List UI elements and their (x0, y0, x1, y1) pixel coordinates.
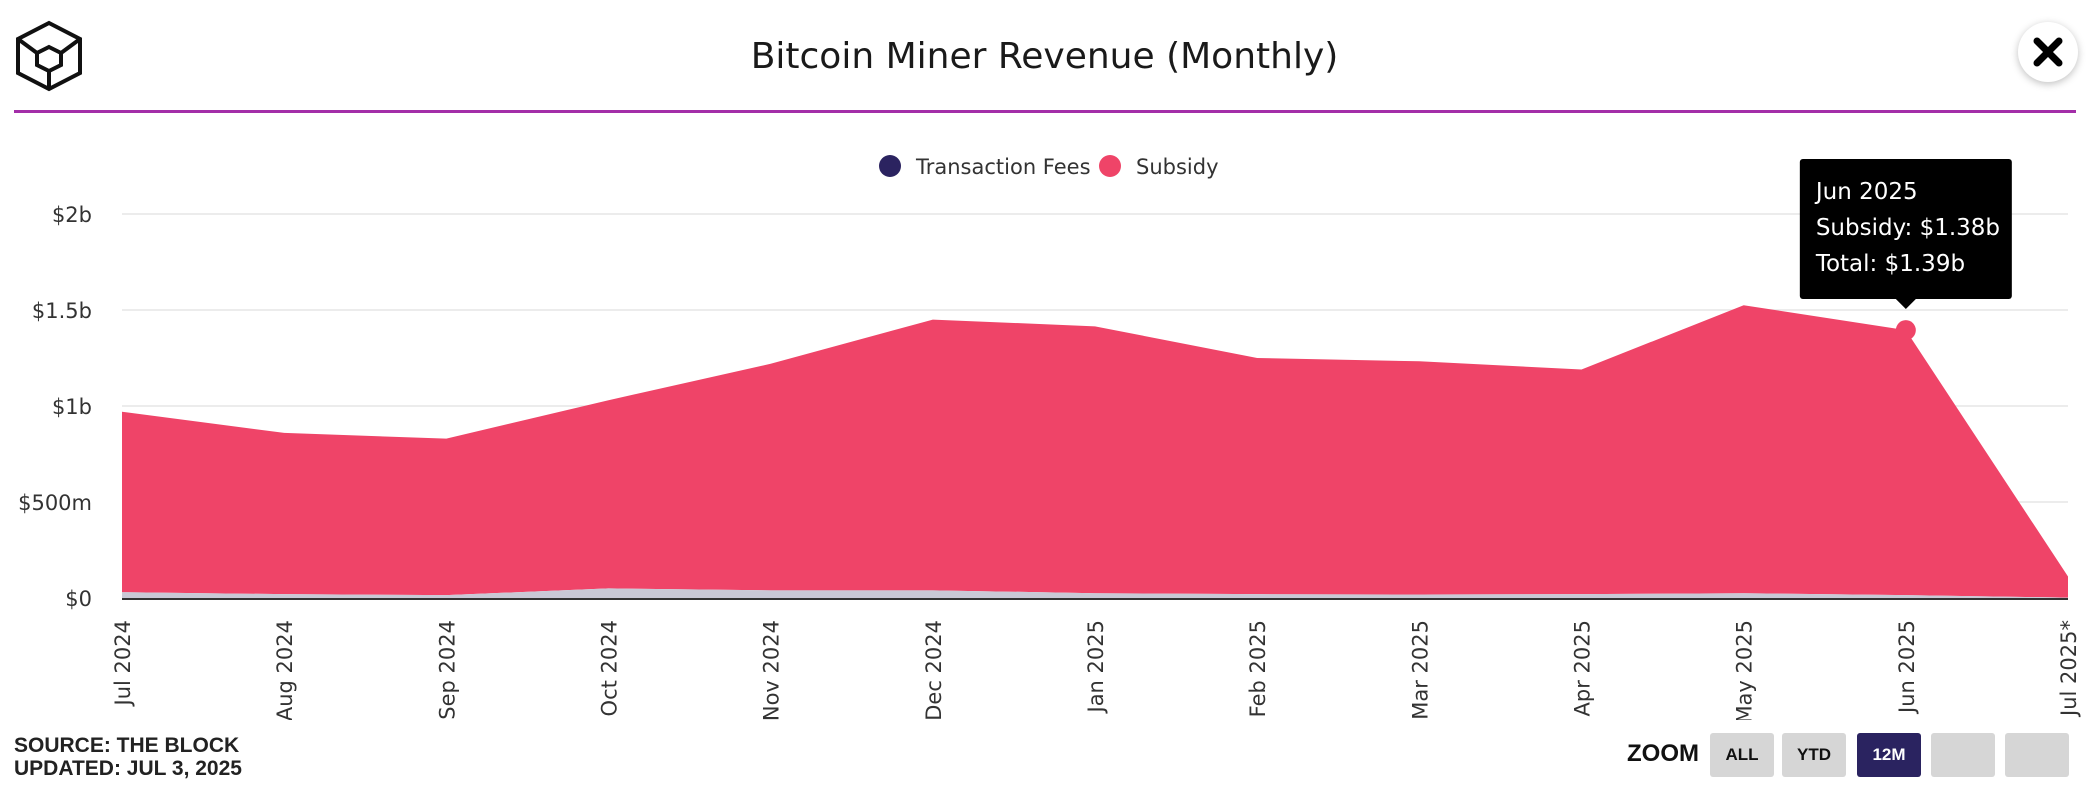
y-tick-label-2: $1b (52, 395, 92, 419)
x-tick-label-8: Mar 2025 (1408, 620, 1432, 720)
title-divider (14, 110, 2076, 113)
x-tick-label-7: Feb 2025 (1246, 620, 1270, 717)
zoom-12m-button[interactable]: 12M (1857, 733, 1921, 777)
close-button[interactable] (2018, 22, 2078, 82)
source-text: SOURCE: THE BLOCK (14, 734, 240, 757)
revenue-area-chart: $0 $500m $1b $1.5b $2b Jul 2024 Aug 2024 Sep 20… (18, 155, 2081, 720)
zoom-ytd-button[interactable]: YTD (1782, 733, 1846, 777)
zoom-all-button[interactable]: ALL (1710, 733, 1774, 777)
x-tick-label-4: Nov 2024 (760, 620, 784, 720)
y-tick-label-3: $1.5b (32, 299, 92, 323)
zoom-label: ZOOM (1627, 740, 1699, 767)
y-tick-label-1: $500m (18, 491, 92, 515)
y-tick-label-4: $2b (52, 203, 92, 227)
tooltip-box (1799, 159, 2012, 299)
tooltip-line-1: Subsidy: $1.38b (1816, 215, 2000, 241)
x-tick-label-3: Oct 2024 (598, 620, 622, 716)
legend-marker-1 (1099, 155, 1121, 177)
tooltip-line-0: Jun 2025 (1814, 179, 1918, 205)
tooltip-line-2: Total: $1.39b (1815, 251, 1965, 277)
zoom-blank-button-1[interactable] (1931, 733, 1995, 777)
y-tick-label-0: $0 (65, 587, 92, 611)
source-note: SOURCE: THE BLOCK UPDATED: JUL 3, 2025 (14, 734, 242, 780)
x-tick-label-11: Jun 2025 (1895, 620, 1919, 715)
the-block-logo (16, 20, 82, 92)
transaction-fees-area (122, 588, 2068, 598)
legend-marker-0 (879, 155, 901, 177)
x-tick-label-5: Dec 2024 (922, 620, 946, 720)
chart-title: Bitcoin Miner Revenue (Monthly) (750, 36, 1339, 77)
x-tick-label-12: Jul 2025* (2057, 620, 2081, 718)
tooltip-pointer (1895, 299, 1916, 309)
x-tick-label-0: Jul 2024 (111, 620, 135, 707)
subsidy-area (122, 305, 2068, 598)
x-tick-label-2: Sep 2024 (435, 620, 459, 720)
x-tick-label-9: Apr 2025 (1571, 620, 1595, 716)
close-icon (2033, 37, 2063, 67)
x-tick-label-10: May 2025 (1733, 620, 1757, 720)
highlight-point (1895, 320, 1916, 341)
x-tick-label-1: Aug 2024 (273, 620, 297, 720)
zoom-blank-button-2[interactable] (2005, 733, 2069, 777)
legend-label-0: Transaction Fees (915, 155, 1091, 179)
legend-label-1: Subsidy (1136, 155, 1219, 179)
x-tick-label-6: Jan 2025 (1084, 620, 1108, 715)
updated-text: UPDATED: JUL 3, 2025 (14, 757, 242, 780)
